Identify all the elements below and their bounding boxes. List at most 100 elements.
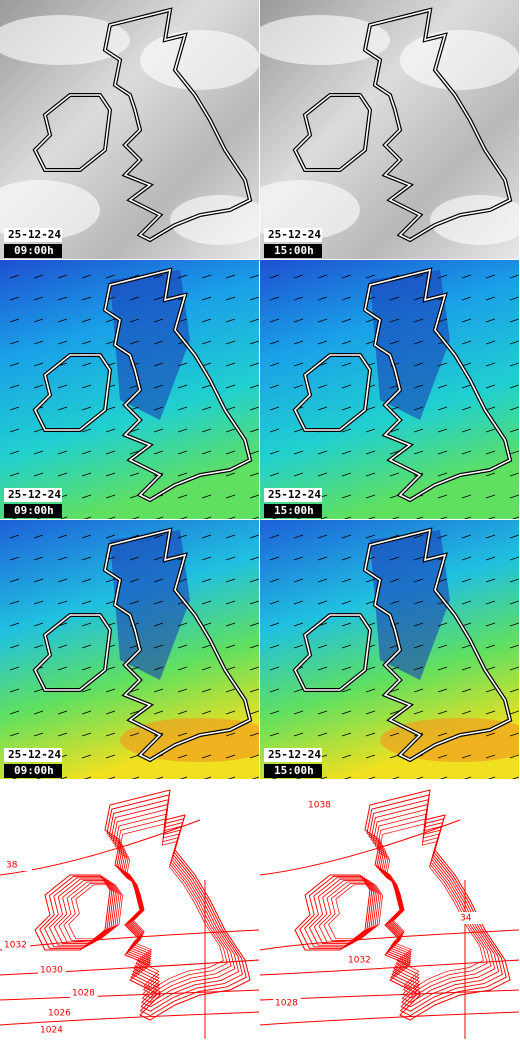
wind-arrow xyxy=(81,622,92,627)
wind-arrow xyxy=(9,274,20,279)
wind-arrow xyxy=(437,710,448,715)
wind-arrow xyxy=(365,578,376,583)
wind-arrow xyxy=(129,340,140,345)
wind-arrow xyxy=(155,516,164,519)
wind-arrow xyxy=(293,384,304,389)
wind-arrow xyxy=(317,318,328,323)
wind-arrow xyxy=(437,384,448,389)
wind-arrow xyxy=(201,644,212,649)
wind-arrow xyxy=(105,450,116,455)
panel-body: 25-12-24 15:00h xyxy=(260,0,519,259)
wind-arrow xyxy=(153,450,164,455)
wind-arrow xyxy=(485,428,496,433)
wind-arrow xyxy=(389,578,400,583)
wind-arrow xyxy=(249,600,259,605)
wind-arrow xyxy=(485,754,496,759)
wind-arrow xyxy=(177,710,188,715)
label-bg xyxy=(4,859,32,871)
wind-arrow xyxy=(389,450,400,455)
wind-arrow xyxy=(201,318,212,323)
wind-arrow xyxy=(509,644,519,649)
wind-arrow xyxy=(81,732,92,737)
wind-arrow xyxy=(249,754,259,759)
wind-arrow xyxy=(105,534,116,539)
wind-arrow xyxy=(129,318,140,323)
wind-arrow xyxy=(415,516,424,519)
wind-arrow xyxy=(269,362,280,367)
wind-arrow xyxy=(33,688,44,693)
wind-arrow xyxy=(57,578,68,583)
map-panel: 25-12-24 15:00h xyxy=(260,260,519,519)
wind-arrow xyxy=(485,578,496,583)
wind-arrow xyxy=(437,754,448,759)
wind-arrow xyxy=(105,578,116,583)
isobar xyxy=(0,819,201,876)
wind-arrow xyxy=(365,732,376,737)
panel-body: 1038 34 1032 1028 xyxy=(260,780,519,1039)
wind-arrow xyxy=(9,622,20,627)
wind-arrow xyxy=(341,274,352,279)
contour-label: 34 xyxy=(460,914,472,924)
wind-arrow xyxy=(129,578,140,583)
wind-arrow xyxy=(105,428,116,433)
wind-arrow xyxy=(129,556,140,561)
wind-arrow xyxy=(105,318,116,323)
wind-arrow xyxy=(461,534,472,539)
wind-arrow xyxy=(461,450,472,455)
wind-arrow xyxy=(131,776,140,779)
wind-arrow xyxy=(9,362,20,367)
wind-arrow xyxy=(57,450,68,455)
wind-arrow xyxy=(129,600,140,605)
time-label: 09:00h xyxy=(14,504,54,517)
time-label: 09:00h xyxy=(14,244,54,257)
wind-arrow xyxy=(461,644,472,649)
wind-arrow xyxy=(57,600,68,605)
wind-arrow xyxy=(437,666,448,671)
wind-arrow xyxy=(225,450,236,455)
contour-label: 1038 xyxy=(308,801,331,811)
contour-label: 1032 xyxy=(4,941,27,951)
wind-arrow xyxy=(341,578,352,583)
wind-arrow xyxy=(509,296,519,301)
wind-arrow xyxy=(57,318,68,323)
wind-arrow xyxy=(389,688,400,693)
wind-arrow xyxy=(461,688,472,693)
calm-area xyxy=(110,530,190,680)
wind-arrow xyxy=(317,274,328,279)
wind-arrow xyxy=(269,428,280,433)
wind-arrow xyxy=(509,494,519,499)
wind-arrow xyxy=(105,494,116,499)
label-bg xyxy=(38,1024,66,1036)
wind-arrow xyxy=(485,274,496,279)
time-box xyxy=(264,504,322,518)
wind-arrow xyxy=(225,534,236,539)
wind-arrow xyxy=(201,666,212,671)
wind-arrow xyxy=(269,340,280,345)
wind-arrow xyxy=(9,384,20,389)
cloud xyxy=(400,30,519,90)
wind-arrow xyxy=(509,406,519,411)
wind-arrow xyxy=(269,274,280,279)
wind-arrow xyxy=(225,362,236,367)
wind-arrow xyxy=(81,274,92,279)
wind-arrow xyxy=(177,754,188,759)
wind-arrow xyxy=(225,644,236,649)
wind-arrow xyxy=(81,318,92,323)
contour-label: 1028 xyxy=(72,989,95,999)
wind-arrow xyxy=(57,644,68,649)
wind-arrow xyxy=(461,406,472,411)
wind-arrow xyxy=(365,274,376,279)
wind-arrow xyxy=(293,450,304,455)
wind-arrow xyxy=(343,776,352,779)
wind-arrow xyxy=(251,776,259,779)
wind-arrow xyxy=(341,732,352,737)
wind-arrow xyxy=(9,600,20,605)
wind-arrow xyxy=(317,666,328,671)
wind-arrow xyxy=(269,556,280,561)
wind-arrow xyxy=(249,472,259,477)
wind-arrow xyxy=(389,556,400,561)
wind-arrow xyxy=(269,666,280,671)
wind-arrow xyxy=(293,644,304,649)
wind-arrow xyxy=(201,688,212,693)
